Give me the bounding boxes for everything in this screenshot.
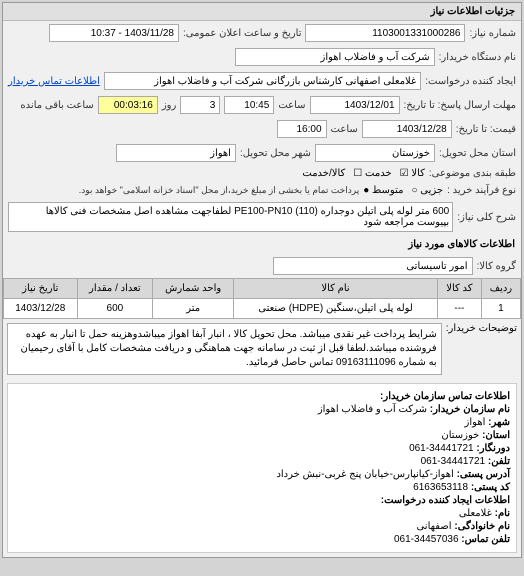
device-name-label: نام دستگاه خریدار: <box>439 52 516 63</box>
device-name-field: شرکت آب و فاضلاب اهواز <box>235 48 435 66</box>
cell-row: 1 <box>481 299 520 319</box>
cell-date: 1403/12/28 <box>4 299 78 319</box>
process-label: نوع فرآیند خرید : <box>447 185 516 196</box>
cell-code: --- <box>437 299 481 319</box>
goods-group-field: امور تاسیساتی <box>273 257 473 275</box>
contact-fax: دورنگار: 34441721-061 <box>14 442 510 455</box>
cell-name: لوله پلی اتیلن،سنگین (HDPE) صنعتی <box>234 299 438 319</box>
delivery-state-label: استان محل تحویل: <box>439 148 516 159</box>
public-datetime-field: 1403/11/28 - 10:37 <box>49 24 179 42</box>
row-request-number: شماره نیاز: 1103001331000286 تاریخ و ساع… <box>3 21 521 45</box>
buyer-desc-text: شرایط پرداخت غیر نقدی میباشد. محل تحویل … <box>7 323 442 375</box>
request-number-label: شماره نیاز: <box>469 28 516 39</box>
days-field: 3 <box>180 96 220 114</box>
pkg-all[interactable]: کالا ☑ <box>400 168 425 179</box>
row-need-title: شرح کلی نیاز: 600 متر لوله پلی اتیلن دوج… <box>3 199 521 235</box>
panel-title: جزئیات اطلاعات نیاز <box>3 3 521 21</box>
deadline-label: مهلت ارسال پاسخ: تا تاریخ: <box>404 100 516 111</box>
contact-family: نام خانوادگی: اصفهانی <box>14 520 510 533</box>
contact-address: آدرس پستی: اهواز-کیانپارس-خیابان پنج غرب… <box>14 468 510 481</box>
cell-unit: متر <box>153 299 234 319</box>
price-time-field: 16:00 <box>277 120 327 138</box>
contact-name: نام: غلامعلی <box>14 507 510 520</box>
col-code: کد کالا <box>437 279 481 299</box>
goods-section-title: اطلاعات کالاهای مورد نیاز <box>3 235 521 254</box>
remaining-label: ساعت باقی مانده <box>20 100 93 111</box>
pkg-service[interactable]: کالا/خدمت <box>302 168 345 179</box>
contact-postal: کد پستی: 6163653118 <box>14 481 510 494</box>
goods-table: ردیف کد کالا نام کالا واحد شمارش تعداد /… <box>3 278 521 319</box>
creator-field: غلامعلی اصفهانی کارشناس بازرگانی شرکت آب… <box>104 72 421 90</box>
cell-qty: 600 <box>77 299 153 319</box>
price-until-label: قیمت: تا تاریخ: <box>456 124 516 135</box>
need-title-field: 600 متر لوله پلی اتیلن دوجداره (PE100-PN… <box>8 202 453 232</box>
pkg-partial[interactable]: خدمت ☐ <box>353 168 391 179</box>
public-datetime-label: تاریخ و ساعت اعلان عمومی: <box>183 28 302 39</box>
row-goods-group: گروه کالا: امور تاسیساتی <box>3 254 521 278</box>
row-process: نوع فرآیند خرید : جزیی ○ متوسط ● پرداخت … <box>3 182 521 199</box>
deadline-time-label: ساعت <box>278 100 305 111</box>
col-date: تاریخ نیاز <box>4 279 78 299</box>
delivery-state-field: خوزستان <box>315 144 435 162</box>
contact-link[interactable]: اطلاعات تماس خریدار <box>8 76 100 87</box>
contact-cphone: تلفن تماس: 34457036-061 <box>14 533 510 546</box>
delivery-city-field: اهواز <box>116 144 236 162</box>
contact-phone: تلفن: 34441721-061 <box>14 455 510 468</box>
main-panel: جزئیات اطلاعات نیاز شماره نیاز: 11030013… <box>2 2 522 558</box>
row-price-until: قیمت: تا تاریخ: 1403/12/28 ساعت 16:00 <box>3 117 521 141</box>
package-label: طبقه بندی موضوعی: <box>429 168 516 179</box>
package-group: کالا ☑ خدمت ☐ کالا/خدمت <box>302 168 425 179</box>
buyer-desc-row: توضیحات خریدار: شرایط پرداخت غیر نقدی می… <box>3 319 521 379</box>
row-package: طبقه بندی موضوعی: کالا ☑ خدمت ☐ کالا/خدم… <box>3 165 521 182</box>
buyer-desc-label: توضیحات خریدار: <box>446 323 517 334</box>
need-title-label: شرح کلی نیاز: <box>457 212 516 223</box>
contact-province: استان: خوزستان <box>14 429 510 442</box>
table-row: 1 --- لوله پلی اتیلن،سنگین (HDPE) صنعتی … <box>4 299 521 319</box>
col-name: نام کالا <box>234 279 438 299</box>
contact-panel: اطلاعات تماس سازمان خریدار: نام سازمان خ… <box>7 383 517 553</box>
table-header-row: ردیف کد کالا نام کالا واحد شمارش تعداد /… <box>4 279 521 299</box>
days-label: روز <box>162 100 177 111</box>
col-unit: واحد شمارش <box>153 279 234 299</box>
row-creator: ایجاد کننده درخواست: غلامعلی اصفهانی کار… <box>3 69 521 93</box>
row-deadline: مهلت ارسال پاسخ: تا تاریخ: 1403/12/01 سا… <box>3 93 521 117</box>
contact-city: شهر: اهواز <box>14 416 510 429</box>
request-number-field: 1103001331000286 <box>305 24 465 42</box>
proc-medium[interactable]: متوسط ● <box>363 185 403 196</box>
col-qty: تعداد / مقدار <box>77 279 153 299</box>
contact-title: اطلاعات تماس سازمان خریدار: <box>14 390 510 403</box>
creator-label: ایجاد کننده درخواست: <box>425 76 516 87</box>
row-device-name: نام دستگاه خریدار: شرکت آب و فاضلاب اهوا… <box>3 45 521 69</box>
price-time-label: ساعت <box>331 124 358 135</box>
proc-note: پرداخت تمام یا بخشی از مبلغ خرید،از محل … <box>79 185 359 196</box>
deadline-date-field: 1403/12/01 <box>310 96 400 114</box>
contact-org: نام سازمان خریدار: شرکت آب و فاضلاب اهوا… <box>14 403 510 416</box>
delivery-city-label: شهر محل تحویل: <box>240 148 311 159</box>
proc-small[interactable]: جزیی ○ <box>411 185 443 196</box>
price-date-field: 1403/12/28 <box>362 120 452 138</box>
contact-creator-section: اطلاعات ایجاد کننده درخواست: <box>14 494 510 507</box>
col-row: ردیف <box>481 279 520 299</box>
process-group: جزیی ○ متوسط ● <box>363 185 443 196</box>
goods-group-label: گروه کالا: <box>477 261 516 272</box>
deadline-time-field: 10:45 <box>224 96 274 114</box>
row-delivery: استان محل تحویل: خوزستان شهر محل تحویل: … <box>3 141 521 165</box>
remaining-field: 00:03:16 <box>98 96 158 114</box>
